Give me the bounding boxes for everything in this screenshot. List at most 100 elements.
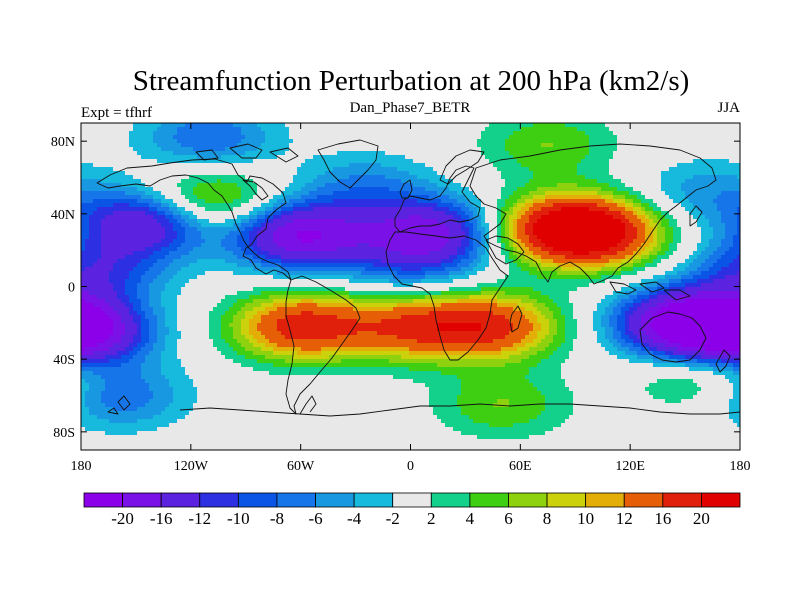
field-cell <box>289 171 294 176</box>
field-cell <box>81 227 86 232</box>
field-cell <box>649 235 654 240</box>
field-cell <box>409 159 414 164</box>
field-cell <box>405 187 410 192</box>
field-cell <box>145 223 150 228</box>
field-cell <box>97 219 102 224</box>
field-cell <box>685 143 690 148</box>
field-cell <box>229 187 234 192</box>
field-cell <box>145 203 150 208</box>
field-cell <box>557 235 562 240</box>
field-cell <box>117 135 122 140</box>
field-cell <box>277 143 282 148</box>
field-cell <box>629 175 634 180</box>
field-cell <box>177 239 182 244</box>
field-cell <box>533 215 538 220</box>
field-cell <box>501 143 506 148</box>
field-cell <box>481 131 486 136</box>
field-cell <box>409 215 414 220</box>
field-cell <box>313 175 318 180</box>
field-cell <box>697 163 702 168</box>
field-cell <box>137 239 142 244</box>
field-cell <box>145 211 150 216</box>
field-cell <box>373 187 378 192</box>
field-cell <box>425 131 430 136</box>
field-cell <box>593 231 598 236</box>
field-cell <box>197 131 202 136</box>
field-cell <box>305 175 310 180</box>
field-cell <box>669 175 674 180</box>
field-cell <box>713 179 718 184</box>
field-cell <box>237 175 242 180</box>
field-cell <box>329 139 334 144</box>
field-cell <box>697 199 702 204</box>
field-cell <box>217 187 222 192</box>
field-cell <box>493 139 498 144</box>
field-cell <box>221 131 226 136</box>
field-cell <box>141 179 146 184</box>
field-cell <box>593 151 598 156</box>
field-cell <box>173 211 178 216</box>
field-cell <box>189 219 194 224</box>
field-cell <box>441 135 446 140</box>
field-cell <box>253 159 258 164</box>
field-cell <box>709 231 714 236</box>
field-cell <box>677 215 682 220</box>
field-cell <box>673 167 678 172</box>
field-cell <box>713 135 718 140</box>
field-cell <box>457 135 462 140</box>
field-cell <box>469 187 474 192</box>
field-cell <box>629 163 634 168</box>
field-cell <box>273 163 278 168</box>
field-cell <box>397 139 402 144</box>
field-cell <box>113 183 118 188</box>
field-cell <box>273 123 278 128</box>
field-cell <box>673 135 678 140</box>
field-cell <box>125 211 130 216</box>
field-cell <box>549 135 554 140</box>
field-cell <box>305 195 310 200</box>
field-cell <box>421 179 426 184</box>
field-cell <box>701 143 706 148</box>
field-cell <box>717 143 722 148</box>
field-cell <box>497 183 502 188</box>
field-cell <box>313 211 318 216</box>
field-cell <box>197 239 202 244</box>
field-cell <box>373 163 378 168</box>
field-cell <box>705 219 710 224</box>
field-cell <box>177 171 182 176</box>
field-cell <box>217 211 222 216</box>
field-cell <box>469 195 474 200</box>
field-cell <box>173 127 178 132</box>
field-cell <box>209 175 214 180</box>
field-cell <box>369 203 374 208</box>
field-cell <box>569 135 574 140</box>
field-cell <box>509 235 514 240</box>
field-cell <box>297 131 302 136</box>
field-cell <box>265 183 270 188</box>
field-cell <box>473 123 478 128</box>
field-cell <box>557 179 562 184</box>
field-cell <box>453 163 458 168</box>
field-cell <box>285 183 290 188</box>
field-cell <box>193 187 198 192</box>
field-cell <box>433 215 438 220</box>
field-cell <box>593 171 598 176</box>
field-cell <box>165 227 170 232</box>
field-cell <box>601 131 606 136</box>
field-cell <box>133 195 138 200</box>
field-cell <box>453 147 458 152</box>
field-cell <box>349 159 354 164</box>
field-cell <box>141 127 146 132</box>
field-cell <box>329 183 334 188</box>
field-cell <box>673 211 678 216</box>
field-cell <box>641 219 646 224</box>
field-cell <box>709 171 714 176</box>
field-cell <box>681 195 686 200</box>
field-cell <box>581 175 586 180</box>
field-cell <box>553 127 558 132</box>
field-cell <box>681 139 686 144</box>
field-cell <box>541 155 546 160</box>
field-cell <box>277 183 282 188</box>
field-cell <box>281 139 286 144</box>
field-cell <box>713 143 718 148</box>
